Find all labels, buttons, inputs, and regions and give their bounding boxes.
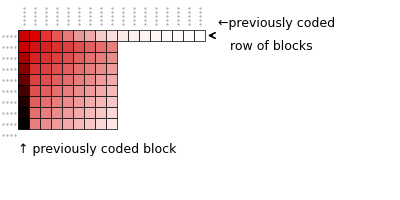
Bar xyxy=(51,85,62,96)
Bar xyxy=(150,30,161,41)
Bar xyxy=(84,85,95,96)
Bar xyxy=(40,30,51,41)
Bar xyxy=(95,107,106,118)
Bar xyxy=(73,96,84,107)
Bar xyxy=(29,96,40,107)
Bar xyxy=(40,85,51,96)
Bar xyxy=(95,96,106,107)
Bar xyxy=(95,30,106,41)
Bar xyxy=(18,41,29,52)
Bar xyxy=(51,41,62,52)
Bar xyxy=(84,107,95,118)
Bar xyxy=(73,52,84,63)
Bar xyxy=(40,41,51,52)
Bar xyxy=(84,96,95,107)
Bar xyxy=(51,30,62,41)
Text: row of blocks: row of blocks xyxy=(230,40,313,53)
Bar xyxy=(62,85,73,96)
Bar xyxy=(18,118,29,129)
Bar xyxy=(106,30,117,41)
Bar xyxy=(84,63,95,74)
Bar xyxy=(40,63,51,74)
Bar xyxy=(106,118,117,129)
Bar xyxy=(29,52,40,63)
Bar xyxy=(29,107,40,118)
Bar xyxy=(51,52,62,63)
Bar xyxy=(29,74,40,85)
Bar xyxy=(40,118,51,129)
Bar xyxy=(40,74,51,85)
Bar xyxy=(29,30,40,41)
Bar xyxy=(40,52,51,63)
Bar xyxy=(62,107,73,118)
Bar xyxy=(29,118,40,129)
Bar xyxy=(139,30,150,41)
Bar xyxy=(40,107,51,118)
Bar xyxy=(172,30,183,41)
Bar xyxy=(73,74,84,85)
Bar xyxy=(18,52,29,63)
Text: ↑ previously coded block: ↑ previously coded block xyxy=(18,143,176,156)
Bar xyxy=(73,85,84,96)
Bar xyxy=(95,118,106,129)
Bar xyxy=(161,30,172,41)
Bar xyxy=(18,30,29,41)
Bar xyxy=(194,30,205,41)
Bar xyxy=(95,85,106,96)
Bar xyxy=(29,85,40,96)
Bar xyxy=(40,96,51,107)
Bar xyxy=(73,118,84,129)
Bar xyxy=(62,63,73,74)
Bar xyxy=(18,74,29,85)
Bar xyxy=(62,52,73,63)
Bar xyxy=(51,118,62,129)
Bar xyxy=(51,107,62,118)
Bar xyxy=(183,30,194,41)
Bar xyxy=(73,107,84,118)
Bar xyxy=(18,96,29,107)
Bar xyxy=(62,74,73,85)
Bar xyxy=(106,96,117,107)
Bar xyxy=(84,30,95,41)
Bar xyxy=(84,52,95,63)
Bar xyxy=(106,74,117,85)
Bar xyxy=(106,107,117,118)
Bar xyxy=(106,85,117,96)
Bar xyxy=(106,41,117,52)
Bar xyxy=(95,41,106,52)
Bar xyxy=(95,74,106,85)
Bar xyxy=(84,74,95,85)
Bar xyxy=(62,30,73,41)
Bar xyxy=(29,63,40,74)
Bar xyxy=(73,41,84,52)
Bar xyxy=(62,41,73,52)
Bar xyxy=(117,30,128,41)
Bar xyxy=(18,63,29,74)
Bar xyxy=(106,52,117,63)
Bar xyxy=(62,96,73,107)
Bar xyxy=(29,41,40,52)
Bar xyxy=(73,63,84,74)
Bar xyxy=(84,118,95,129)
Bar xyxy=(95,52,106,63)
Bar xyxy=(84,41,95,52)
Bar xyxy=(51,96,62,107)
Text: ←previously coded: ←previously coded xyxy=(218,18,335,30)
Bar xyxy=(18,107,29,118)
Bar xyxy=(18,85,29,96)
Bar xyxy=(62,118,73,129)
Bar xyxy=(51,63,62,74)
Bar xyxy=(73,30,84,41)
Bar xyxy=(128,30,139,41)
Bar xyxy=(106,63,117,74)
Bar xyxy=(51,74,62,85)
Bar xyxy=(95,63,106,74)
